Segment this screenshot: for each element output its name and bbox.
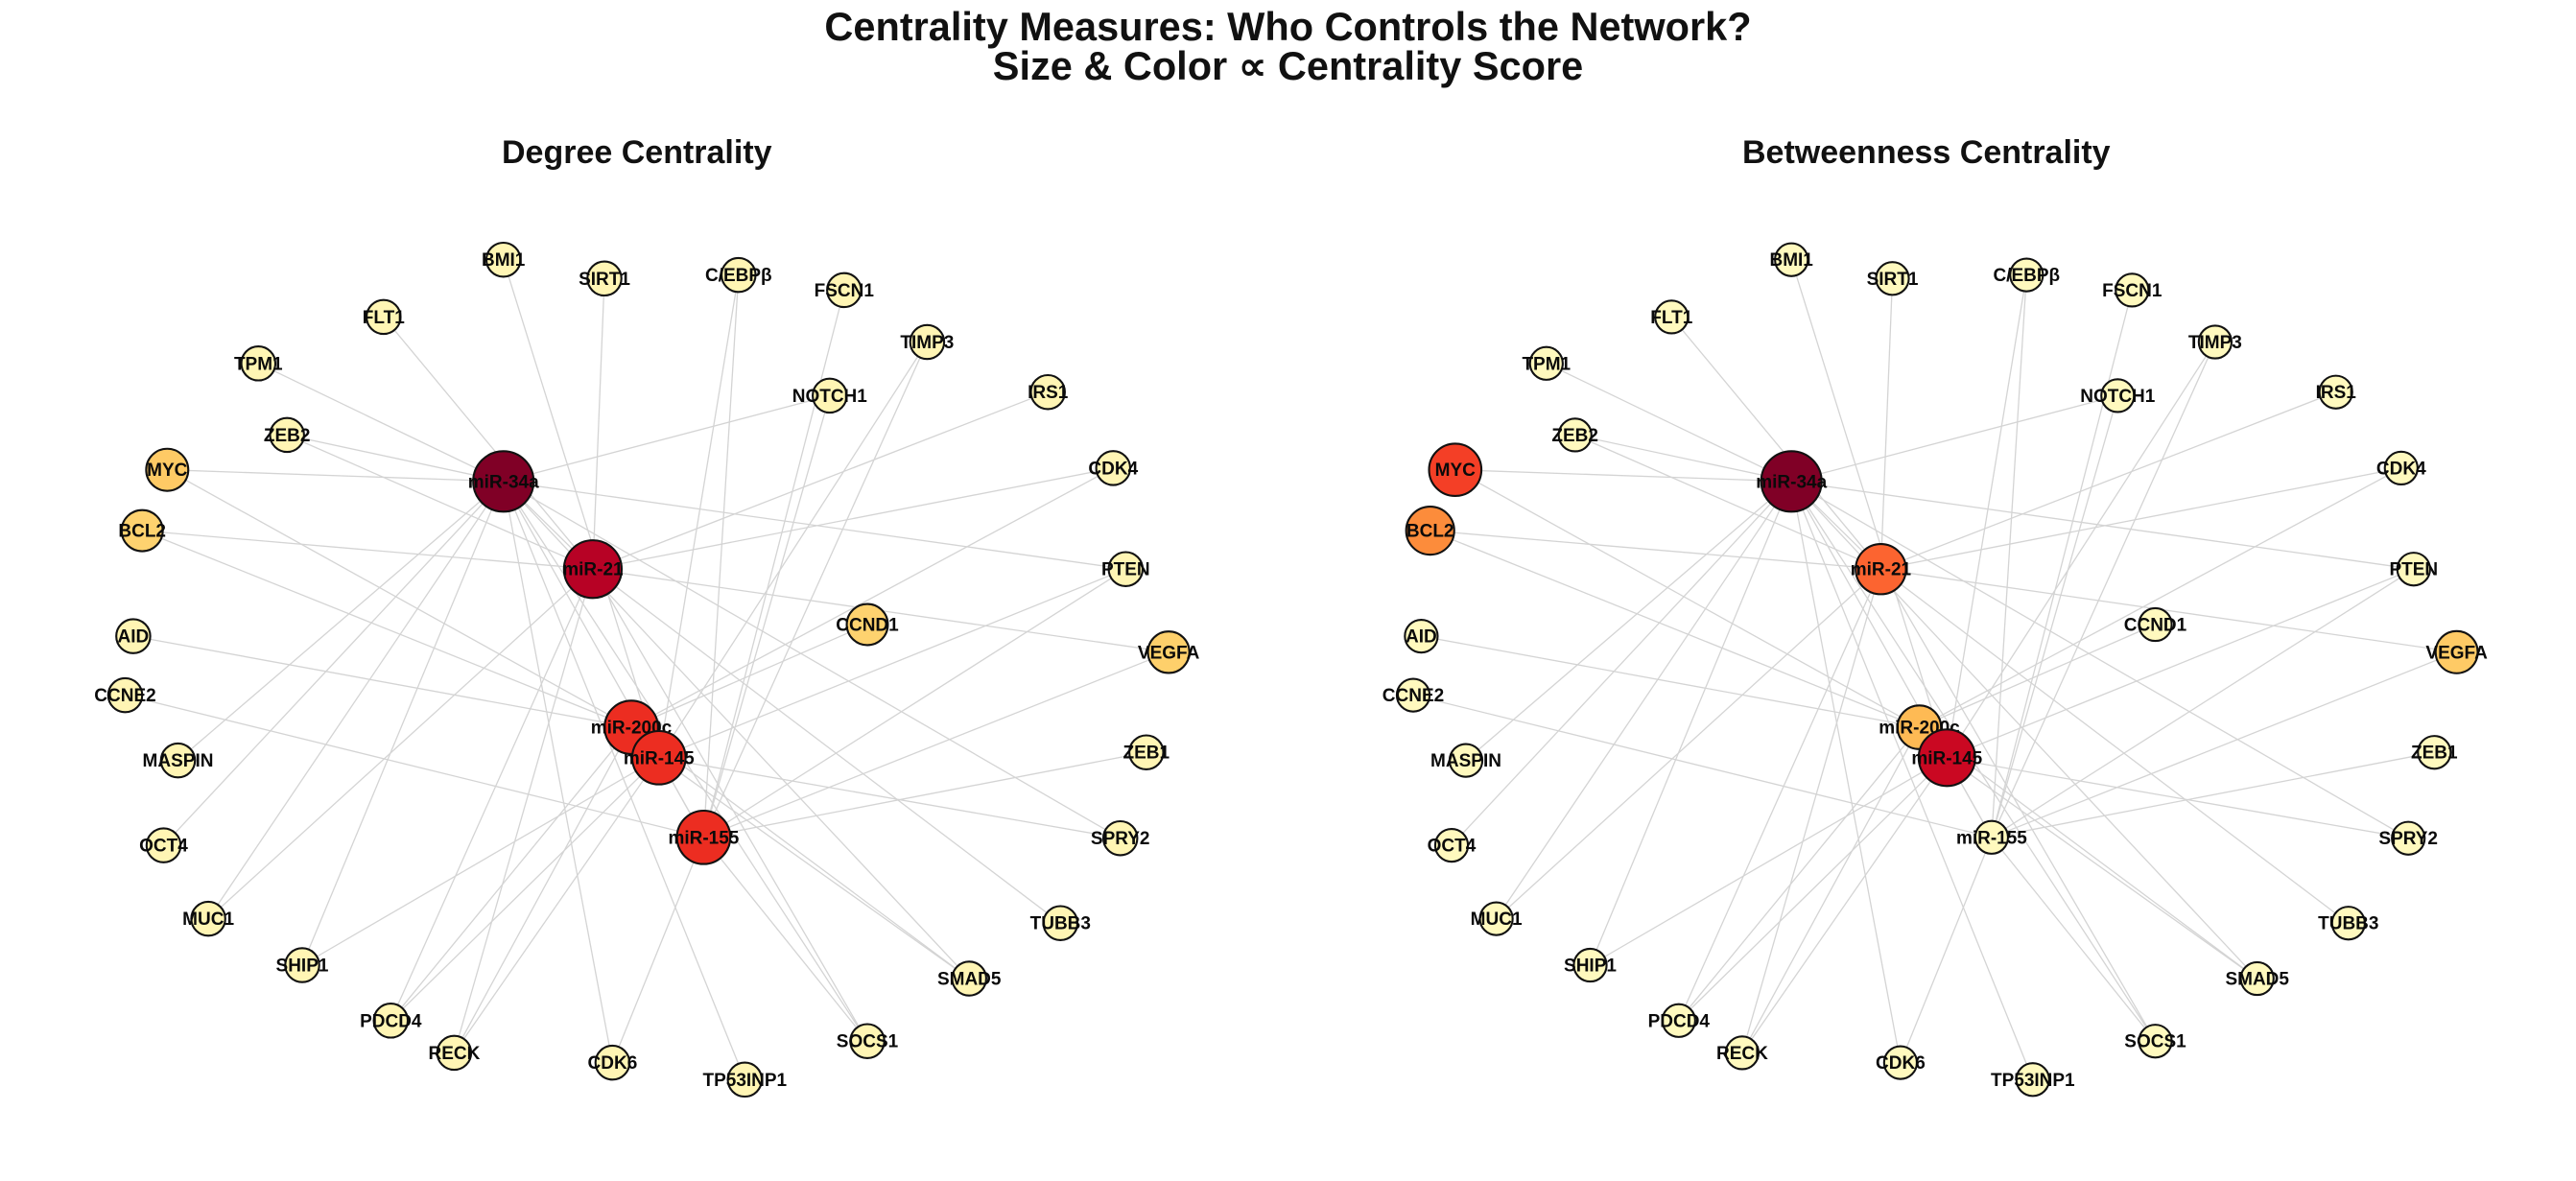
svg-text:C/EBPβ: C/EBPβ: [1993, 266, 2060, 286]
svg-text:BMI1: BMI1: [482, 250, 526, 271]
svg-text:CCNE2: CCNE2: [94, 686, 155, 706]
svg-text:ZEB1: ZEB1: [1123, 744, 1170, 764]
svg-text:CDK6: CDK6: [1876, 1053, 1926, 1074]
svg-text:SMAD5: SMAD5: [2225, 970, 2289, 990]
svg-text:CDK4: CDK4: [2376, 459, 2426, 479]
svg-text:AID: AID: [118, 627, 150, 648]
svg-text:miR-21: miR-21: [1851, 560, 1912, 580]
svg-text:miR-155: miR-155: [668, 828, 739, 848]
svg-text:TUBB3: TUBB3: [2318, 914, 2378, 934]
svg-text:VEGFA: VEGFA: [2425, 643, 2488, 663]
svg-text:PTEN: PTEN: [1101, 560, 1150, 580]
svg-text:CDK4: CDK4: [1088, 459, 1138, 479]
svg-text:PTEN: PTEN: [2389, 560, 2438, 580]
svg-text:SIRT1: SIRT1: [579, 270, 630, 290]
svg-text:TP53INP1: TP53INP1: [1991, 1071, 2075, 1091]
svg-text:NOTCH1: NOTCH1: [792, 387, 868, 407]
svg-text:TIMP3: TIMP3: [900, 333, 954, 353]
svg-text:IRS1: IRS1: [1028, 383, 1069, 403]
svg-text:CCND1: CCND1: [2124, 616, 2187, 636]
svg-text:TIMP3: TIMP3: [2188, 333, 2242, 353]
svg-text:CCND1: CCND1: [836, 616, 899, 636]
svg-text:RECK: RECK: [1716, 1044, 1768, 1064]
svg-text:MYC: MYC: [147, 461, 188, 481]
svg-text:IRS1: IRS1: [2316, 383, 2357, 403]
svg-text:OCT4: OCT4: [139, 837, 188, 857]
svg-text:OCT4: OCT4: [1428, 837, 1477, 857]
svg-text:miR-155: miR-155: [1956, 828, 2027, 848]
svg-text:TPM1: TPM1: [234, 354, 283, 374]
svg-text:miR-34a: miR-34a: [468, 472, 539, 492]
svg-text:FLT1: FLT1: [1650, 308, 1692, 328]
svg-text:ZEB1: ZEB1: [2411, 744, 2458, 764]
svg-text:TP53INP1: TP53INP1: [702, 1071, 787, 1091]
svg-text:SOCS1: SOCS1: [2124, 1032, 2186, 1052]
svg-text:SPRY2: SPRY2: [2378, 829, 2438, 849]
svg-text:SIRT1: SIRT1: [1867, 270, 1919, 290]
svg-text:SMAD5: SMAD5: [937, 970, 1002, 990]
svg-text:miR-21: miR-21: [562, 560, 624, 580]
svg-text:BMI1: BMI1: [1769, 250, 1813, 271]
svg-text:FSCN1: FSCN1: [815, 281, 875, 301]
svg-text:FLT1: FLT1: [363, 308, 405, 328]
svg-text:RECK: RECK: [428, 1044, 480, 1064]
svg-text:SHIP1: SHIP1: [276, 957, 329, 977]
svg-text:BCL2: BCL2: [118, 522, 166, 542]
svg-text:ZEB2: ZEB2: [1551, 426, 1598, 446]
svg-text:SPRY2: SPRY2: [1091, 829, 1150, 849]
svg-text:TUBB3: TUBB3: [1030, 914, 1091, 934]
svg-text:TPM1: TPM1: [1522, 354, 1571, 374]
svg-text:MUC1: MUC1: [182, 909, 234, 930]
svg-text:PDCD4: PDCD4: [1648, 1011, 1711, 1031]
svg-text:miR-145: miR-145: [624, 748, 695, 768]
svg-text:MASPIN: MASPIN: [1430, 751, 1501, 771]
svg-text:FSCN1: FSCN1: [2102, 281, 2162, 301]
svg-text:MYC: MYC: [1435, 461, 1477, 481]
svg-text:SOCS1: SOCS1: [837, 1032, 899, 1052]
svg-text:miR-34a: miR-34a: [1756, 472, 1827, 492]
svg-text:VEGFA: VEGFA: [1138, 643, 1200, 663]
svg-text:MUC1: MUC1: [1471, 909, 1523, 930]
svg-text:SHIP1: SHIP1: [1564, 957, 1617, 977]
svg-text:ZEB2: ZEB2: [264, 426, 311, 446]
svg-text:AID: AID: [1406, 627, 1437, 648]
svg-text:PDCD4: PDCD4: [360, 1011, 422, 1031]
svg-text:MASPIN: MASPIN: [143, 751, 214, 771]
svg-text:CCNE2: CCNE2: [1383, 686, 1444, 706]
svg-text:CDK6: CDK6: [588, 1053, 638, 1074]
svg-text:miR-145: miR-145: [1911, 748, 1982, 768]
svg-text:BCL2: BCL2: [1406, 522, 1454, 542]
svg-text:C/EBPβ: C/EBPβ: [705, 266, 772, 286]
svg-text:NOTCH1: NOTCH1: [2080, 387, 2156, 407]
